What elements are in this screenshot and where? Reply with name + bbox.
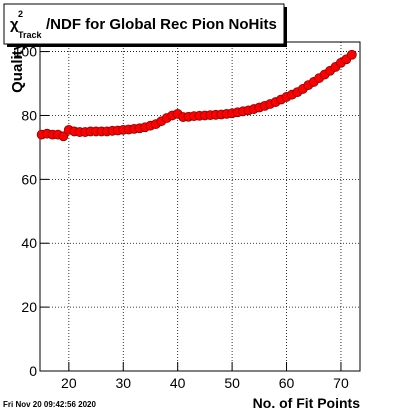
chart-title-subscript: Track: [18, 30, 43, 40]
chart-title-symbol: χ: [10, 16, 19, 33]
x-axis-label: No. of Fit Points: [253, 395, 361, 411]
x-tick-label: 30: [115, 375, 131, 391]
y-tick-label: 60: [21, 171, 37, 187]
timestamp: Fri Nov 20 09:42:56 2020: [3, 400, 96, 409]
data-point: [58, 131, 69, 142]
data-point: [346, 49, 357, 60]
y-axis-label: Quality: [9, 41, 26, 93]
x-tick-label: 60: [279, 375, 295, 391]
plot-frame: [39, 41, 361, 372]
title-box: [3, 3, 285, 45]
x-tick-label: 50: [224, 375, 240, 391]
y-tick-label: 100: [14, 44, 38, 60]
chart-title: /NDF for Global Rec Pion NoHits: [46, 16, 277, 33]
x-tick-label: 40: [170, 375, 186, 391]
y-tick-label: 80: [21, 107, 37, 123]
y-tick-label: 40: [21, 235, 37, 251]
x-tick-label: 20: [61, 375, 77, 391]
chart-title-superscript: 2: [18, 9, 23, 19]
x-tick-label: 70: [333, 375, 349, 391]
y-tick-label: 20: [21, 299, 37, 315]
y-tick-label: 0: [29, 363, 37, 379]
